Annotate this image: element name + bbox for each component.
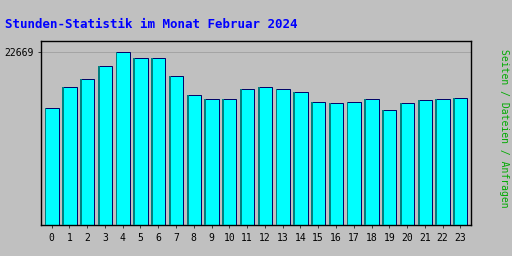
Bar: [80, 79, 94, 225]
Bar: [400, 103, 414, 225]
Bar: [240, 89, 254, 225]
Bar: [453, 98, 455, 225]
Bar: [329, 103, 343, 225]
Bar: [62, 87, 64, 225]
Bar: [98, 66, 112, 225]
Bar: [347, 102, 361, 225]
Bar: [382, 110, 396, 225]
Bar: [169, 76, 171, 225]
Bar: [436, 99, 450, 225]
Bar: [365, 99, 366, 225]
Bar: [418, 101, 419, 225]
Bar: [453, 98, 467, 225]
Bar: [98, 66, 100, 225]
Bar: [418, 101, 432, 225]
Bar: [258, 87, 260, 225]
Bar: [275, 89, 278, 225]
Bar: [222, 99, 224, 225]
Bar: [347, 102, 349, 225]
Bar: [45, 108, 59, 225]
Bar: [382, 110, 384, 225]
Bar: [169, 76, 183, 225]
Bar: [400, 103, 402, 225]
Bar: [116, 52, 117, 225]
Bar: [133, 58, 147, 225]
Bar: [151, 58, 153, 225]
Bar: [187, 95, 188, 225]
Text: Stunden-Statistik im Monat Februar 2024: Stunden-Statistik im Monat Februar 2024: [5, 18, 297, 31]
Bar: [311, 102, 313, 225]
Bar: [187, 95, 201, 225]
Bar: [311, 102, 325, 225]
Bar: [133, 58, 135, 225]
Bar: [204, 99, 206, 225]
Bar: [436, 99, 437, 225]
Bar: [275, 89, 290, 225]
Bar: [204, 99, 219, 225]
Bar: [151, 58, 165, 225]
Bar: [365, 99, 379, 225]
Bar: [62, 87, 76, 225]
Bar: [80, 79, 82, 225]
Bar: [45, 108, 47, 225]
Bar: [293, 92, 295, 225]
Bar: [222, 99, 237, 225]
Bar: [258, 87, 272, 225]
Bar: [293, 92, 308, 225]
Text: Seiten / Dateien / Anfragen: Seiten / Dateien / Anfragen: [499, 49, 509, 207]
Bar: [116, 52, 130, 225]
Bar: [240, 89, 242, 225]
Bar: [329, 103, 331, 225]
